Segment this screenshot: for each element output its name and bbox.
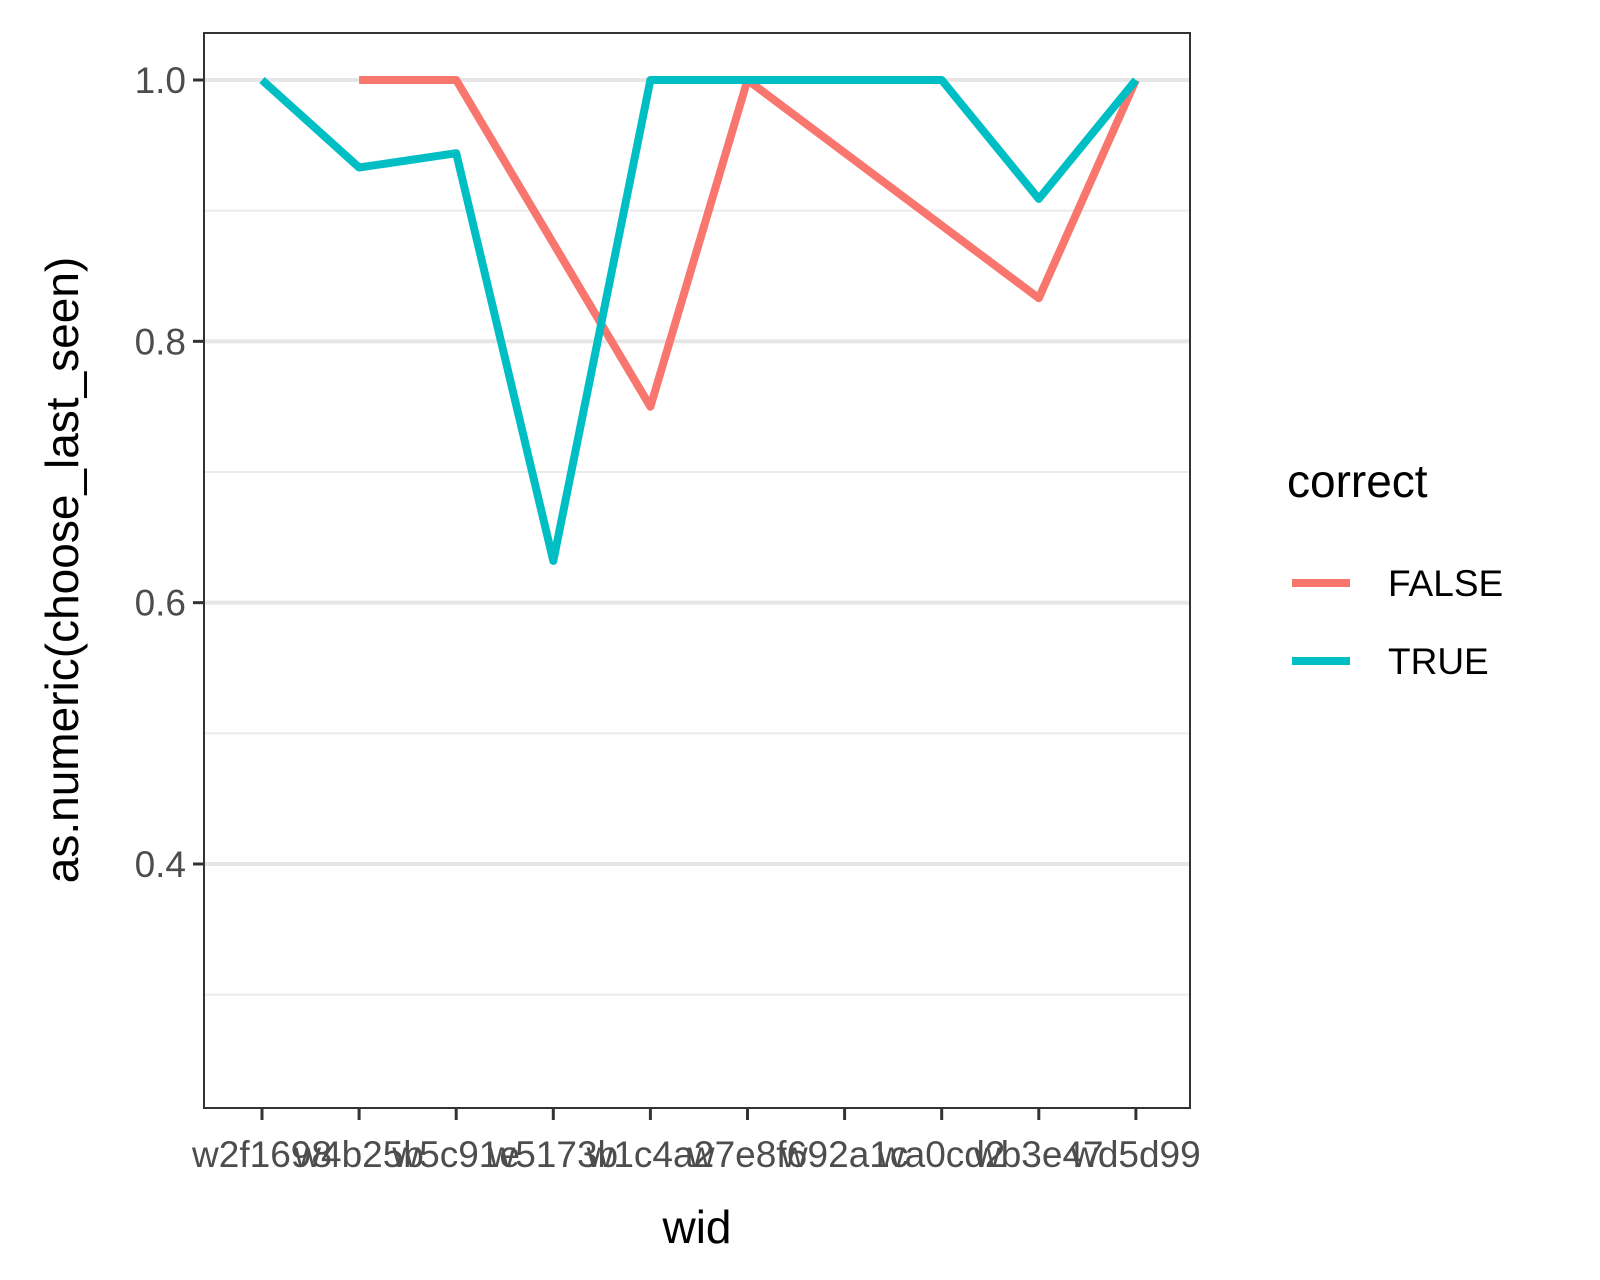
y-tick-label: 0.4 (135, 844, 186, 885)
y-axis-title: as.numeric(choose_last_seen) (36, 257, 88, 883)
x-tick-label: w92a1c (780, 1134, 909, 1175)
x-axis-title: wid (661, 1201, 731, 1253)
x-tick-label: wd5d99 (1070, 1134, 1201, 1175)
panel-background (204, 33, 1190, 1108)
x-tick-label: w4b25b (293, 1134, 424, 1175)
y-axis: 0.4 0.6 0.8 1.0 (135, 60, 204, 885)
legend-label-true: TRUE (1388, 641, 1489, 682)
series-line-true (259, 76, 1139, 565)
x-axis: w2f1698w4b25bw5c91ew5173bw1c4a2w7e8f6w92… (191, 1108, 1201, 1175)
minor-gridlines (204, 209, 1190, 996)
series-line-false (359, 76, 1140, 411)
x-tick-label: w5173b (487, 1134, 618, 1175)
y-tick-label: 0.6 (135, 583, 186, 624)
legend-label-false: FALSE (1388, 563, 1503, 604)
x-tick-label: w7e8f6 (687, 1134, 807, 1175)
x-tick-label: wa0cd2 (877, 1134, 1006, 1175)
x-tick-label: w1c4a2 (586, 1134, 715, 1175)
series-lines (259, 76, 1140, 565)
x-tick-label: w2f1698 (191, 1134, 332, 1175)
x-tick-label: w5c91e (391, 1134, 520, 1175)
legend: correct FALSE TRUE (1287, 455, 1503, 682)
panel-border (203, 32, 1191, 1109)
y-tick-label: 0.8 (135, 321, 186, 362)
legend-title: correct (1287, 455, 1428, 507)
y-tick-label: 1.0 (135, 60, 186, 101)
x-tick-label: wb3e47 (973, 1134, 1104, 1175)
